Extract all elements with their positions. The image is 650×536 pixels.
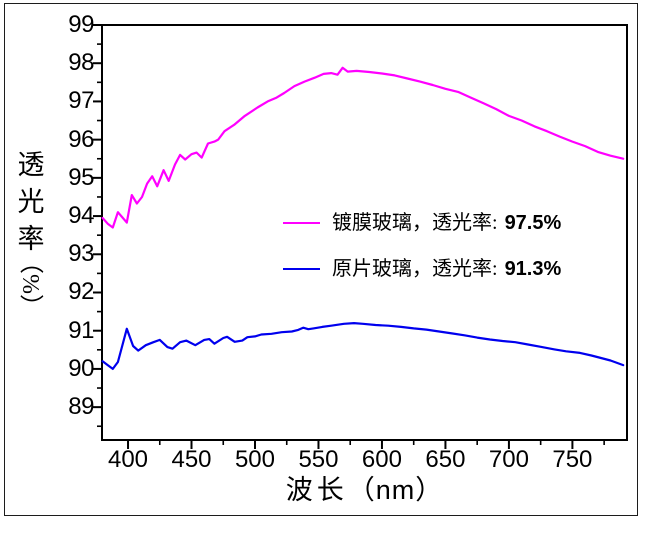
y-tick-label: 89 <box>68 393 94 421</box>
legend-label-text: 镀膜玻璃，透光率: <box>332 212 503 234</box>
figure-border <box>4 3 638 516</box>
plot-frame <box>101 24 628 441</box>
x-tick-label: 700 <box>488 446 529 473</box>
y-tick-label: 96 <box>68 125 94 153</box>
legend-item-coated-glass: 镀膜玻璃，透光率: 97.5% <box>283 210 561 236</box>
y-tick-label: 90 <box>68 354 94 382</box>
y-axis-title-char: 率 <box>17 224 45 254</box>
y-tick-label: 98 <box>68 49 94 77</box>
x-tick-label: 750 <box>552 446 593 473</box>
legend-line-swatch-blue <box>283 267 320 271</box>
legend-label-text: 原片玻璃，透光率: <box>332 258 503 280</box>
series-line-plain-glass <box>101 322 625 370</box>
x-axis-title-unit: （nm） <box>347 475 444 505</box>
x-tick-label: 600 <box>361 446 402 473</box>
x-tick-label: 500 <box>234 446 275 473</box>
y-tick-label: 99 <box>68 11 94 38</box>
y-tick-label: 94 <box>68 202 94 230</box>
y-tick-label: 97 <box>68 87 94 115</box>
y-tick-label: 95 <box>68 163 94 191</box>
legend-item-plain-glass: 原片玻璃，透光率: 91.3% <box>283 256 561 282</box>
y-axis-title-char: 光 <box>17 187 45 217</box>
legend-label-value: 91.3% <box>504 258 562 280</box>
legend-line-swatch-magenta <box>283 221 320 225</box>
y-axis-title-unit: （%） <box>17 250 43 318</box>
y-tick-label: 93 <box>68 240 94 268</box>
legend-label: 原片玻璃，透光率: 91.3% <box>332 256 561 282</box>
x-axis-title-text: 波长 <box>285 475 348 505</box>
x-tick-label: 550 <box>298 446 339 473</box>
y-tick-label: 91 <box>68 316 94 344</box>
legend-label: 镀膜玻璃，透光率: 97.5% <box>332 210 561 236</box>
y-axis-title-char: 透 <box>17 150 45 180</box>
legend-label-value: 97.5% <box>504 212 562 234</box>
x-tick-label: 400 <box>107 446 149 473</box>
x-tick-label: 650 <box>425 446 466 473</box>
x-tick-label: 450 <box>171 446 212 473</box>
y-tick-label: 92 <box>68 278 94 306</box>
x-axis-title: 波长（nm） <box>102 474 627 506</box>
series-line-coated-glass <box>101 66 625 229</box>
